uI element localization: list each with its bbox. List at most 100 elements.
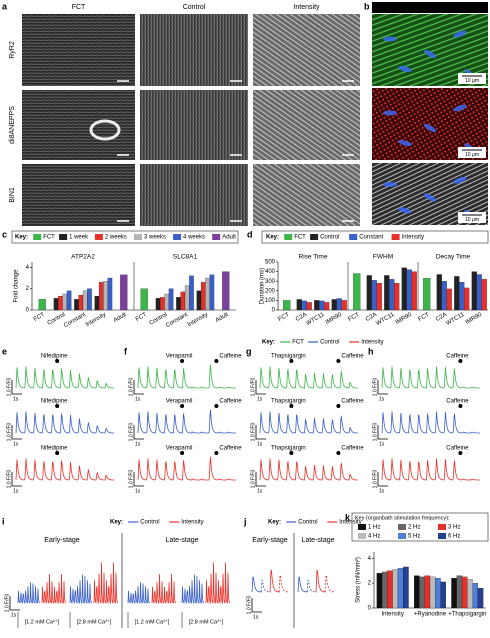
bar: [436, 274, 442, 311]
scale-bar-box: [458, 73, 486, 84]
scale-bar-label: 1s: [13, 488, 19, 494]
drug-marker: [336, 359, 341, 363]
scale-bar: [11, 425, 22, 440]
y-tick-label: 0: [272, 308, 276, 314]
y-tick-label: 500: [265, 260, 276, 266]
x-tick-label: +Ryanodine: [414, 612, 447, 618]
calcium-trace: [315, 569, 327, 593]
calcium-trace: [181, 574, 205, 604]
scale-bar: [133, 472, 144, 487]
x-tick-label: FCT: [135, 312, 148, 323]
micrograph-texture: [253, 90, 360, 160]
scale-bar: [255, 380, 266, 395]
bar: [107, 277, 113, 311]
scale-bar-label: 1s: [13, 441, 19, 447]
bar: [306, 302, 312, 311]
bar: [411, 271, 417, 311]
condition-label: [2.8 mM Ca²⁺]: [77, 618, 112, 625]
key-label: Key:: [262, 340, 275, 346]
legend-label: 4 weeks: [183, 235, 205, 241]
scale-bar-label: 1s: [135, 488, 141, 494]
scale-bar-label: 1s: [257, 396, 263, 402]
drug-marker: [289, 404, 294, 408]
scale-bar-label: 1s: [253, 614, 259, 620]
bar: [392, 569, 399, 609]
bar: [301, 300, 307, 311]
bar: [384, 275, 390, 311]
bar: [366, 275, 372, 311]
calcium-trace: [324, 574, 336, 593]
bar: [168, 288, 174, 311]
micrograph-texture: [22, 14, 135, 86]
scale-bar-label: 1.0 F/F0: [250, 469, 256, 488]
drug-label: Caffeine: [446, 399, 469, 405]
drug-label: Thapsigargin: [271, 354, 306, 360]
bar: [140, 288, 148, 311]
scale-bar-label: 1.0 F/F0: [128, 469, 134, 488]
nucleus: [383, 182, 397, 188]
scale-bar-label: 1.0 F/F0: [128, 377, 134, 396]
calcium-trace: [15, 458, 114, 481]
drug-label: Nifedipine: [41, 399, 68, 405]
drug-label: Caffeine: [446, 446, 469, 452]
drug-marker: [180, 404, 185, 408]
bar: [371, 280, 377, 311]
panel-letter: c: [2, 229, 7, 239]
panel-letter: g: [246, 346, 252, 356]
scale-bar-label: 1.0 F/F0: [372, 422, 378, 441]
x-tick-label: WTC11: [375, 312, 396, 327]
group-title: FWHM: [373, 254, 393, 261]
scale-bar-label: 1s: [135, 396, 141, 402]
stage-label: Late-stage: [301, 537, 334, 544]
legend-swatch: [358, 524, 366, 530]
legend-label: 5 Hz: [408, 534, 420, 540]
bar: [196, 290, 202, 311]
scale-bar-label: 1.0 F/F0: [4, 593, 10, 612]
bar: [200, 282, 206, 311]
bar: [87, 288, 92, 311]
y-tick-label: 2: [26, 286, 30, 292]
drug-label: Caffeine: [219, 399, 242, 405]
micrograph-texture: [140, 90, 248, 160]
stain-label: WGA: [396, 5, 410, 11]
x-tick-label: IMR90: [395, 312, 414, 326]
drug-label: Caffeine: [341, 399, 364, 405]
x-tick-label: FCT: [417, 312, 430, 323]
bar: [435, 578, 441, 609]
x-tick-label: WTC11: [445, 312, 466, 327]
stain-label: NCX: [443, 5, 456, 11]
bar: [336, 298, 342, 311]
drug-label: Nifedipine: [41, 354, 68, 360]
nucleus: [383, 110, 397, 116]
calcium-trace: [381, 366, 480, 389]
drug-marker: [458, 451, 463, 455]
bar: [440, 581, 446, 609]
calcium-trace: [306, 579, 317, 593]
scale-bar-label: 10 μm: [465, 217, 479, 223]
panel-letter: b: [364, 1, 370, 11]
bar: [376, 283, 382, 311]
drug-marker: [180, 359, 185, 363]
legend-label: 6 Hz: [448, 534, 460, 540]
legend-swatch: [391, 234, 400, 240]
micrograph-texture: [253, 164, 360, 226]
x-tick-label: IMR90: [325, 312, 344, 326]
drug-label: Thapsigargin: [271, 399, 306, 405]
row-label: RyR2: [9, 41, 16, 59]
y-tick-label: 400: [265, 269, 276, 275]
calcium-trace: [260, 579, 271, 593]
scale-bar-label: 1s: [135, 441, 141, 447]
scale-bar: [377, 425, 388, 440]
legend-swatch: [173, 234, 182, 240]
calcium-trace: [137, 456, 236, 481]
bar: [456, 575, 463, 609]
bar: [429, 576, 436, 609]
calcium-trace: [205, 562, 231, 605]
drug-marker: [55, 451, 60, 455]
legend-label: FCT: [294, 235, 306, 241]
calcium-trace: [41, 573, 67, 604]
y-tick-label: 0: [26, 308, 30, 314]
bar: [160, 297, 165, 311]
legend-label: 1 week: [69, 235, 89, 241]
bar: [319, 300, 325, 311]
